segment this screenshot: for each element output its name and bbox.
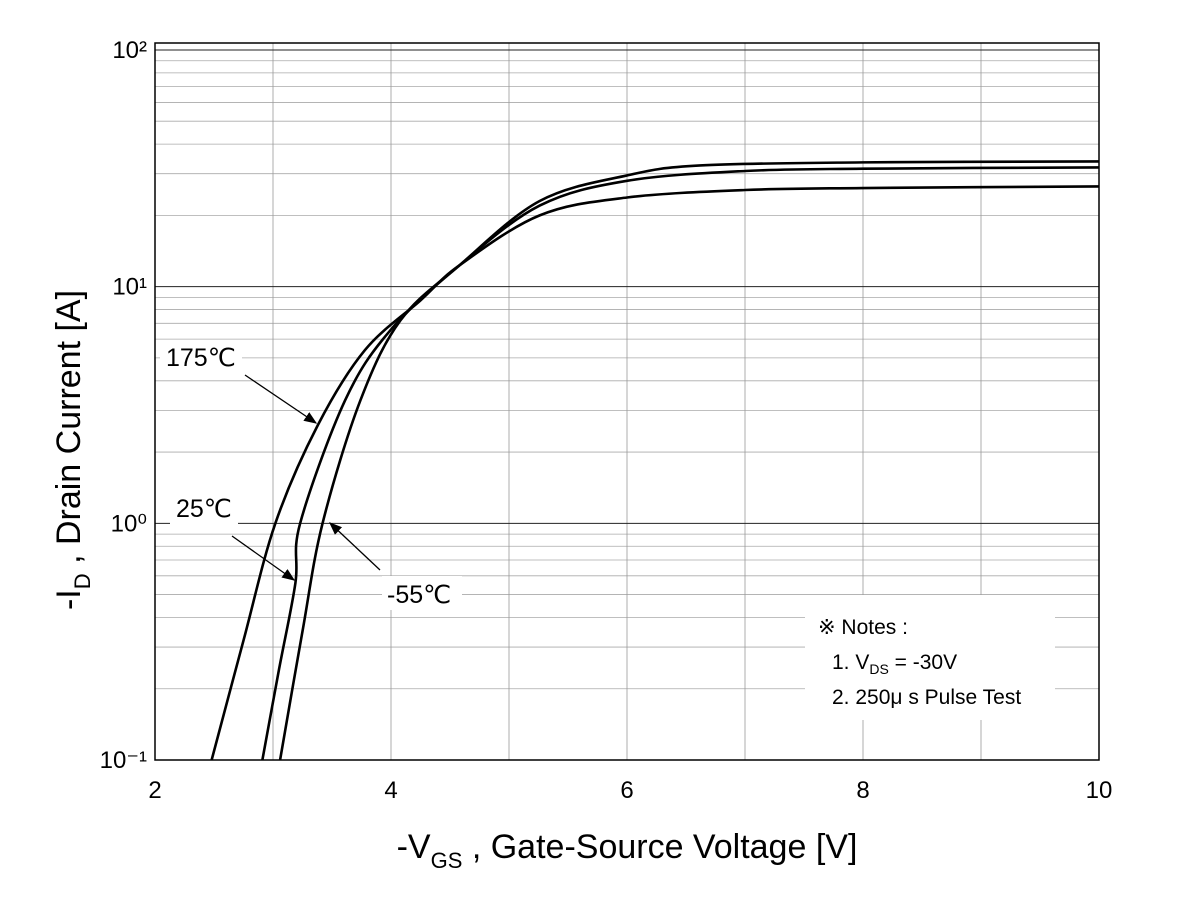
label-part: -V	[397, 828, 431, 866]
notes: ※ Notes : 1. VDS = -30V 2. 250μ s Pulse Te…	[818, 616, 1021, 709]
note-part: 2. 250μ s Pulse Test	[832, 686, 1021, 709]
note-part: 1. V	[832, 651, 869, 674]
y-tick-label: 10⁻¹	[100, 747, 147, 774]
label-part: , Drain Current [A]	[50, 290, 88, 573]
arrow	[244, 374, 318, 424]
note-line: ※ Notes :	[818, 616, 908, 639]
y-axis-label: -ID , Drain Current [A]	[50, 290, 95, 610]
axes: 2 4 6 8 10 10⁻¹ 10⁰ 10¹ 10² -VGS , Gate-Source Vo…	[50, 37, 1112, 873]
annotation: 25℃	[176, 495, 232, 523]
subscript: GS	[431, 848, 463, 873]
x-tick-label: 4	[384, 777, 397, 804]
notes-box	[805, 595, 1055, 720]
arrow	[231, 535, 296, 581]
annotation: -55℃	[387, 581, 451, 609]
x-tick-label: 8	[856, 777, 869, 804]
x-axis-label: -VGS , Gate-Source Voltage [V]	[397, 828, 858, 873]
annotations: 175℃ 25℃ -55℃	[160, 340, 462, 610]
y-tick-label: 10⁰	[111, 510, 147, 537]
label-part: -I	[50, 589, 88, 610]
note-part: ※ Notes :	[818, 616, 908, 639]
note-line: 1. VDS = -30V	[832, 651, 957, 677]
label-bg	[382, 576, 462, 610]
note-line: 2. 250μ s Pulse Test	[832, 686, 1021, 709]
grid	[154, 43, 1100, 761]
subscript: D	[70, 573, 95, 589]
curves	[210, 160, 1100, 761]
plot-frame	[154, 42, 1100, 761]
x-tick-label: 10	[1086, 777, 1113, 804]
y-tick-label: 10²	[112, 37, 147, 64]
annotation: 175℃	[166, 344, 236, 372]
x-tick-label: 6	[620, 777, 633, 804]
y-tick-label: 10¹	[112, 274, 147, 301]
subscript: DS	[869, 661, 888, 677]
label-bg	[160, 340, 242, 374]
arrow	[329, 522, 381, 571]
x-tick-label: 2	[148, 777, 161, 804]
label-part: , Gate-Source Voltage [V]	[462, 828, 857, 866]
series-line	[278, 160, 1100, 761]
note-part: = -30V	[889, 651, 957, 674]
label-bg	[170, 492, 238, 524]
